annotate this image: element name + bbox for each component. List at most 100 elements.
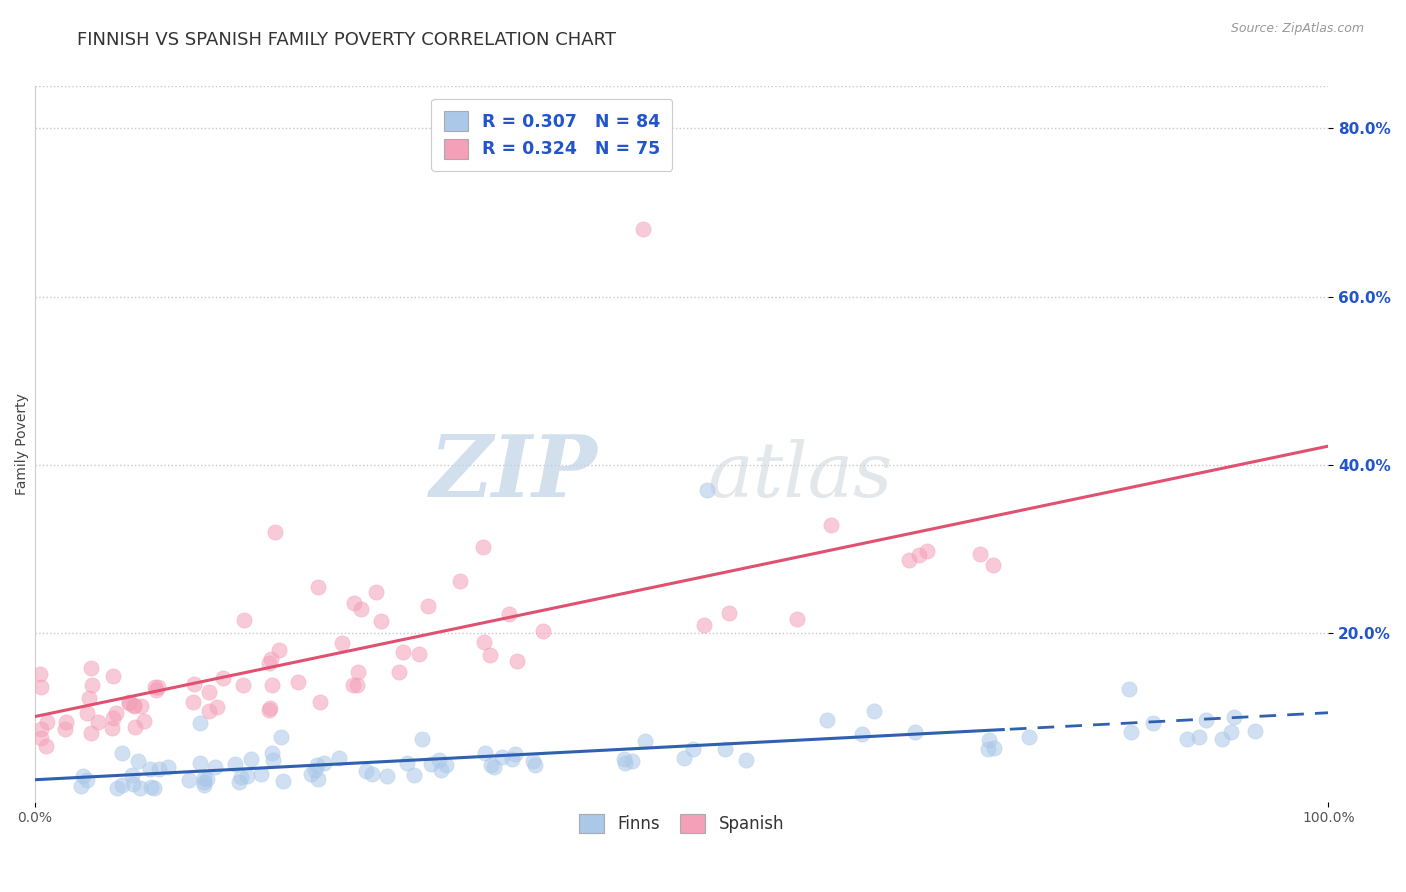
Point	[204, 759, 226, 773]
Point	[419, 757, 441, 772]
Point	[262, 753, 284, 767]
Point	[131, 698, 153, 713]
Point	[132, 714, 155, 728]
Point	[388, 665, 411, 679]
Point	[392, 645, 415, 659]
Point	[101, 711, 124, 725]
Point	[111, 747, 134, 761]
Point	[232, 613, 254, 627]
Point	[121, 768, 143, 782]
Point	[262, 747, 284, 761]
Point	[260, 652, 283, 666]
Point	[269, 642, 291, 657]
Point	[634, 734, 657, 748]
Point	[411, 731, 433, 746]
Point	[193, 778, 215, 792]
Y-axis label: Family Poverty: Family Poverty	[15, 393, 30, 495]
Point	[696, 483, 718, 498]
Point	[157, 760, 180, 774]
Point	[77, 690, 100, 705]
Point	[239, 752, 262, 766]
Point	[307, 772, 329, 787]
Point	[1018, 730, 1040, 744]
Point	[1243, 723, 1265, 738]
Point	[523, 758, 546, 772]
Legend: Finns, Spanish: Finns, Spanish	[569, 804, 794, 843]
Point	[124, 720, 146, 734]
Point	[257, 703, 280, 717]
Point	[236, 769, 259, 783]
Point	[863, 704, 886, 718]
Point	[1222, 710, 1244, 724]
Point	[361, 766, 384, 780]
Point	[87, 714, 110, 729]
Point	[232, 678, 254, 692]
Point	[613, 752, 636, 766]
Point	[1142, 715, 1164, 730]
Point	[299, 767, 322, 781]
Point	[35, 739, 58, 753]
Point	[30, 731, 52, 745]
Point	[308, 580, 330, 594]
Text: atlas: atlas	[707, 439, 893, 513]
Point	[122, 698, 145, 712]
Point	[127, 754, 149, 768]
Point	[193, 771, 215, 785]
Point	[128, 780, 150, 795]
Point	[429, 763, 451, 777]
Point	[898, 553, 921, 567]
Point	[250, 767, 273, 781]
Point	[983, 558, 1005, 573]
Point	[224, 756, 246, 771]
Point	[1175, 732, 1198, 747]
Point	[143, 680, 166, 694]
Point	[370, 614, 392, 628]
Point	[503, 747, 526, 761]
Point	[80, 678, 103, 692]
Point	[672, 751, 695, 765]
Point	[418, 599, 440, 614]
Point	[714, 742, 737, 756]
Point	[37, 714, 59, 729]
Point	[138, 763, 160, 777]
Point	[205, 699, 228, 714]
Point	[375, 769, 398, 783]
Point	[482, 759, 505, 773]
Point	[1211, 731, 1233, 746]
Point	[30, 680, 52, 694]
Point	[851, 727, 873, 741]
Point	[304, 764, 326, 778]
Text: ZIP: ZIP	[429, 431, 598, 515]
Point	[53, 722, 76, 736]
Point	[904, 725, 927, 739]
Point	[471, 540, 494, 554]
Point	[111, 778, 134, 792]
Point	[228, 775, 250, 789]
Point	[181, 695, 204, 709]
Point	[343, 596, 366, 610]
Point	[72, 769, 94, 783]
Point	[479, 758, 502, 772]
Point	[347, 665, 370, 679]
Point	[734, 753, 756, 767]
Point	[1118, 681, 1140, 696]
Point	[76, 773, 98, 788]
Point	[104, 706, 127, 720]
Point	[145, 683, 167, 698]
Point	[197, 684, 219, 698]
Point	[188, 715, 211, 730]
Point	[395, 756, 418, 771]
Point	[505, 654, 527, 668]
Point	[101, 721, 124, 735]
Point	[1195, 713, 1218, 727]
Point	[142, 780, 165, 795]
Point	[118, 695, 141, 709]
Point	[190, 756, 212, 771]
Point	[80, 661, 103, 675]
Point	[342, 678, 364, 692]
Point	[983, 741, 1005, 756]
Point	[449, 574, 471, 589]
Point	[1119, 725, 1142, 739]
Point	[631, 222, 654, 236]
Point	[179, 773, 201, 788]
